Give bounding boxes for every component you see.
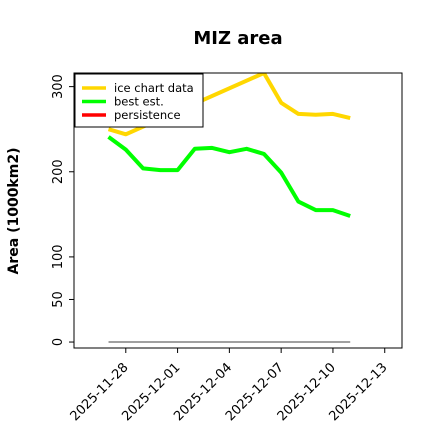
x-axis: 2025-11-282025-12-012025-12-042025-12-07… <box>68 348 391 424</box>
legend-label-ice-chart-data: ice chart data <box>114 81 194 95</box>
legend-label-persistence: persistence <box>114 108 181 122</box>
y-axis-label: Area (1000km2) <box>6 148 22 275</box>
y-axis: 0 50 100 200 300 <box>51 74 74 346</box>
legend-label-best-est: best est. <box>114 95 164 109</box>
y-tick-label: 300 <box>51 74 66 99</box>
y-tick-label: 0 <box>51 338 66 346</box>
series-line-best-est <box>107 135 351 218</box>
plot-frame <box>73 72 403 349</box>
y-tick-label: 100 <box>51 244 66 269</box>
y-tick-label: 50 <box>51 291 66 308</box>
chart-title: MIZ area <box>193 28 282 49</box>
y-tick-label: 200 <box>51 159 66 184</box>
